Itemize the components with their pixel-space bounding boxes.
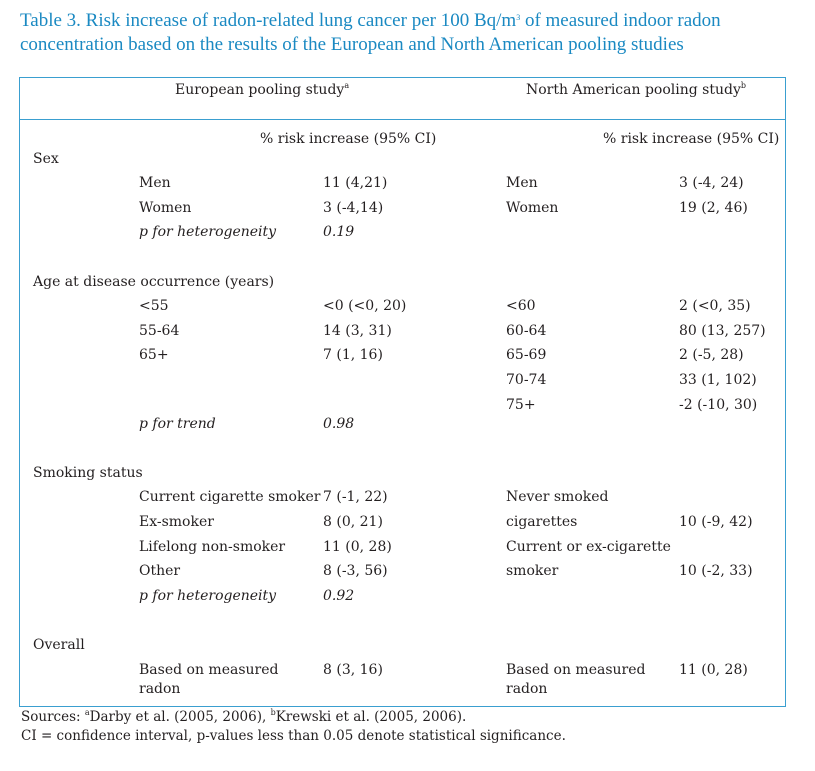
row-label-p: p for trend [139, 416, 216, 432]
row-value: 2 (-5, 28) [679, 347, 744, 363]
row-label: 60-64 [506, 323, 547, 339]
row-value-p: 0.92 [323, 588, 355, 604]
col-header-na-text: North American pooling study [526, 82, 741, 98]
row-value: 3 (-4, 24) [679, 175, 744, 191]
row-value: 8 (0, 21) [323, 514, 383, 530]
title-superscript: 3 [516, 13, 521, 22]
header-divider [19, 119, 786, 120]
col-header-european-sup: a [344, 81, 350, 90]
row-value: 11 (0, 28) [679, 662, 748, 678]
row-label-p: p for heterogeneity [139, 588, 277, 604]
row-value: 14 (3, 31) [323, 323, 392, 339]
row-label: Based on measured [139, 662, 279, 678]
row-label: Women [506, 200, 559, 216]
row-label: Never smoked [506, 489, 609, 505]
row-label: 65-69 [506, 347, 547, 363]
row-value: 7 (-1, 22) [323, 489, 388, 505]
row-value: 80 (13, 257) [679, 323, 766, 339]
row-label: 75+ [506, 397, 536, 413]
title-line-2: concentration based on the results of th… [20, 34, 684, 55]
section-heading-overall: Overall [33, 637, 85, 653]
row-label: Men [506, 175, 538, 191]
row-label: radon [139, 681, 181, 697]
col-header-north-american: North American pooling studyb [526, 81, 746, 99]
footer-sources-prefix: Sources: [21, 709, 85, 725]
row-value: <0 (<0, 20) [323, 298, 407, 314]
footer-sup-a: a [84, 708, 90, 717]
section-heading-sex: Sex [33, 151, 59, 167]
row-value: 11 (0, 28) [323, 539, 392, 555]
footer-source-b: Krewski et al. (2005, 2006). [275, 709, 467, 725]
section-heading-age: Age at disease occurrence (years) [33, 274, 275, 290]
row-value: 10 (-9, 42) [679, 514, 753, 530]
row-label: Women [139, 200, 192, 216]
row-value: 8 (3, 16) [323, 662, 383, 678]
col-header-european-text: European pooling study [175, 82, 345, 98]
table-frame [19, 77, 786, 707]
row-value: 7 (1, 16) [323, 347, 383, 363]
col-header-european: European pooling studya [175, 81, 349, 99]
subheader-european: % risk increase (95% CI) [260, 131, 437, 147]
row-value: 3 (-4,14) [323, 200, 384, 216]
row-label: 55-64 [139, 323, 180, 339]
title-line-1-text: Table 3. Risk increase of radon-related … [20, 10, 517, 31]
row-value: -2 (-10, 30) [679, 397, 758, 413]
row-label: <55 [139, 298, 169, 314]
footer-sup-b: b [270, 708, 276, 717]
row-value: 11 (4,21) [323, 175, 388, 191]
row-label: Other [139, 563, 181, 579]
row-value: 33 (1, 102) [679, 372, 757, 388]
col-header-na-sup: b [740, 81, 746, 90]
row-label: 65+ [139, 347, 169, 363]
row-value: 19 (2, 46) [679, 200, 748, 216]
row-label: Current cigarette smoker [139, 489, 321, 505]
row-label: 70-74 [506, 372, 547, 388]
subheader-north-american: % risk increase (95% CI) [603, 131, 780, 147]
row-label: Men [139, 175, 171, 191]
row-value: 10 (-2, 33) [679, 563, 753, 579]
title-line-1: Table 3. Risk increase of radon-related … [20, 9, 810, 33]
row-label: radon [506, 681, 548, 697]
title-line-1-end: of measured indoor radon [520, 10, 721, 31]
row-label: Lifelong non-smoker [139, 539, 286, 555]
row-label: Current or ex-cigarette [506, 539, 671, 555]
footer-sources: Sources: aDarby et al. (2005, 2006), bKr… [21, 709, 466, 726]
row-value-p: 0.19 [323, 224, 355, 240]
row-value: 2 (<0, 35) [679, 298, 751, 314]
table-title: Table 3. Risk increase of radon-related … [20, 9, 810, 57]
row-label: smoker [506, 563, 559, 579]
row-label: cigarettes [506, 514, 578, 530]
row-label-p: p for heterogeneity [139, 224, 277, 240]
row-label: <60 [506, 298, 536, 314]
row-value-p: 0.98 [323, 416, 355, 432]
footer-note: CI = confidence interval, p-values less … [21, 728, 566, 744]
row-value: 8 (-3, 56) [323, 563, 388, 579]
row-label: Ex-smoker [139, 514, 214, 530]
section-heading-smoking: Smoking status [33, 465, 143, 481]
footer-source-a: Darby et al. (2005, 2006), [89, 709, 271, 725]
row-label: Based on measured [506, 662, 646, 678]
